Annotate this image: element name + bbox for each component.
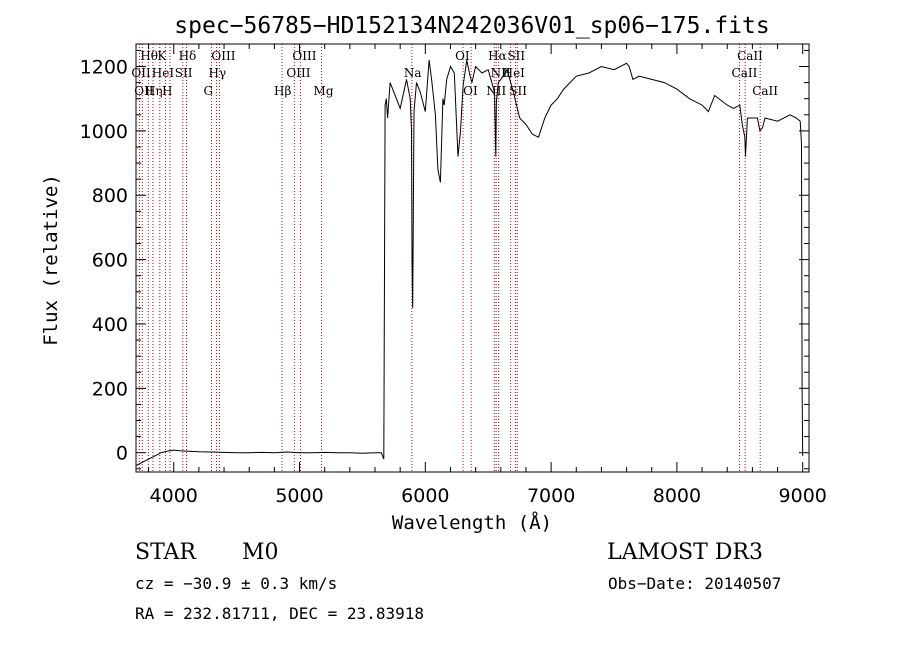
line-marker-label: HeI bbox=[152, 66, 175, 80]
observation-date: Obs−Date: 20140507 bbox=[608, 574, 782, 593]
y-tick-label: 200 bbox=[92, 378, 128, 400]
coordinates: RA = 232.81711, DEC = 23.83918 bbox=[135, 604, 424, 623]
line-marker-label: OIII bbox=[292, 49, 316, 63]
y-tick-label: 600 bbox=[92, 250, 128, 272]
chart-title: spec−56785−HD152134N242036V01_sp06−175.f… bbox=[174, 13, 769, 39]
y-tick-label: 800 bbox=[92, 185, 128, 207]
line-marker-label: SII bbox=[507, 49, 525, 63]
line-marker-label: Na bbox=[404, 66, 422, 80]
line-marker-label: OI bbox=[463, 84, 478, 98]
line-marker-label: NII bbox=[486, 84, 506, 98]
line-marker-label: OII bbox=[134, 84, 154, 98]
line-marker-label: CaII bbox=[752, 84, 778, 98]
y-axis: 0 200 400 600 800 1000 1200 bbox=[80, 49, 809, 470]
spectrum-line bbox=[135, 60, 804, 467]
survey-name: LAMOST DR3 bbox=[607, 540, 763, 565]
line-marker-label: SII bbox=[175, 66, 193, 80]
object-subclass: M0 bbox=[242, 540, 279, 565]
line-marker-label: OIII bbox=[286, 66, 310, 80]
line-marker-label: OI bbox=[455, 49, 470, 63]
line-marker-label: Hη bbox=[145, 84, 163, 98]
line-marker-label: Hθ bbox=[140, 49, 158, 63]
x-axis: 4000 5000 6000 7000 8000 9000 bbox=[148, 44, 827, 507]
line-marker-label: Hα bbox=[488, 49, 507, 63]
y-tick-label: 1000 bbox=[80, 121, 128, 143]
line-marker-label: CaII bbox=[732, 66, 758, 80]
line-marker-label: HeI bbox=[503, 66, 526, 80]
line-marker-label: CaII bbox=[737, 49, 763, 63]
x-tick-label: 6000 bbox=[401, 485, 449, 507]
x-tick-label: 4000 bbox=[150, 485, 198, 507]
line-marker-label: Mg bbox=[314, 84, 334, 98]
line-marker-label: K bbox=[157, 49, 167, 63]
x-axis-label: Wavelength (Å) bbox=[392, 511, 552, 534]
line-marker-label: NII bbox=[491, 66, 511, 80]
x-tick-label: 5000 bbox=[275, 485, 323, 507]
x-tick-label: 9000 bbox=[779, 485, 827, 507]
object-class: STAR bbox=[135, 540, 196, 565]
line-marker-label: Hβ bbox=[274, 84, 291, 98]
y-tick-label: 0 bbox=[116, 443, 128, 465]
x-tick-label: 7000 bbox=[527, 485, 575, 507]
plot-frame bbox=[135, 43, 810, 473]
y-axis-label: Flux (relative) bbox=[40, 174, 62, 346]
line-marker-label: Hδ bbox=[179, 49, 197, 63]
line-marker-label: H bbox=[162, 84, 172, 98]
y-tick-label: 1200 bbox=[80, 57, 128, 79]
line-marker-label: G bbox=[203, 84, 213, 98]
line-marker-label: OIII bbox=[211, 49, 235, 63]
line-marker-label: OII bbox=[131, 66, 151, 80]
y-tick-label: 400 bbox=[92, 314, 128, 336]
x-tick-label: 8000 bbox=[653, 485, 701, 507]
emission-line-markers bbox=[138, 44, 761, 472]
line-marker-label: Hγ bbox=[209, 66, 227, 80]
redshift-velocity: cz = −30.9 ± 0.3 km/s bbox=[135, 574, 338, 593]
